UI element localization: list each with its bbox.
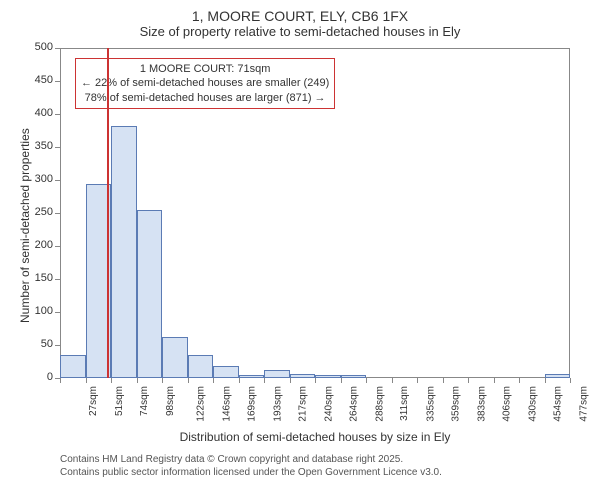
y-tick-label: 0 — [25, 371, 53, 383]
y-tick-mark — [55, 81, 60, 82]
x-tick-mark — [290, 378, 291, 383]
reference-line — [107, 48, 109, 378]
x-tick-mark — [60, 378, 61, 383]
title-block: 1, MOORE COURT, ELY, CB6 1FX Size of pro… — [0, 8, 600, 39]
credits-line2: Contains public sector information licen… — [60, 466, 442, 479]
histogram-bar — [111, 126, 137, 378]
y-tick-mark — [55, 147, 60, 148]
chart-title: 1, MOORE COURT, ELY, CB6 1FX — [0, 8, 600, 24]
x-tick-label: 51sqm — [114, 386, 125, 416]
x-tick-label: 335sqm — [425, 386, 436, 422]
histogram-bar — [188, 355, 214, 378]
x-tick-mark — [417, 378, 418, 383]
histogram-bar — [290, 374, 316, 378]
y-tick-mark — [55, 312, 60, 313]
x-tick-mark — [315, 378, 316, 383]
x-tick-label: 383sqm — [476, 386, 487, 422]
y-axis-label: Number of semi-detached properties — [18, 128, 32, 323]
x-tick-label: 311sqm — [399, 386, 410, 421]
x-tick-label: 98sqm — [165, 386, 176, 416]
x-tick-mark — [341, 378, 342, 383]
x-tick-mark — [111, 378, 112, 383]
x-tick-label: 288sqm — [374, 386, 385, 422]
y-tick-label: 300 — [25, 173, 53, 185]
x-tick-label: 169sqm — [247, 386, 258, 422]
x-tick-mark — [162, 378, 163, 383]
y-tick-label: 50 — [25, 338, 53, 350]
histogram-bar — [239, 375, 265, 378]
x-tick-mark — [213, 378, 214, 383]
x-tick-mark — [366, 378, 367, 383]
annotation-line2: ← 22% of semi-detached houses are smalle… — [81, 76, 329, 90]
credits-line1: Contains HM Land Registry data © Crown c… — [60, 453, 442, 466]
x-tick-mark — [494, 378, 495, 383]
y-tick-mark — [55, 114, 60, 115]
histogram-bar — [137, 210, 163, 378]
y-tick-mark — [55, 279, 60, 280]
y-tick-label: 200 — [25, 239, 53, 251]
y-tick-label: 500 — [25, 41, 53, 53]
y-tick-mark — [55, 213, 60, 214]
y-tick-label: 100 — [25, 305, 53, 317]
chart-subtitle: Size of property relative to semi-detach… — [0, 24, 600, 39]
y-tick-mark — [55, 246, 60, 247]
y-tick-mark — [55, 180, 60, 181]
x-tick-mark — [443, 378, 444, 383]
chart-container: 1, MOORE COURT, ELY, CB6 1FX Size of pro… — [0, 0, 600, 500]
x-tick-mark — [570, 378, 571, 383]
x-tick-label: 146sqm — [221, 386, 232, 422]
x-tick-label: 240sqm — [323, 386, 334, 422]
x-tick-label: 430sqm — [527, 386, 538, 422]
histogram-bar — [341, 375, 367, 378]
y-tick-mark — [55, 48, 60, 49]
x-axis-label: Distribution of semi-detached houses by … — [60, 430, 570, 444]
x-tick-mark — [86, 378, 87, 383]
histogram-bar — [315, 375, 341, 378]
histogram-bar — [213, 366, 239, 378]
x-tick-label: 217sqm — [298, 386, 309, 422]
x-tick-mark — [188, 378, 189, 383]
x-tick-label: 193sqm — [272, 386, 283, 422]
histogram-bar — [264, 370, 290, 378]
annotation-box: 1 MOORE COURT: 71sqm ← 22% of semi-detac… — [75, 58, 335, 109]
x-tick-label: 74sqm — [139, 386, 150, 416]
histogram-bar — [545, 374, 571, 378]
credits-block: Contains HM Land Registry data © Crown c… — [60, 453, 442, 479]
x-tick-mark — [468, 378, 469, 383]
y-tick-label: 250 — [25, 206, 53, 218]
x-tick-label: 454sqm — [553, 386, 564, 422]
x-tick-mark — [239, 378, 240, 383]
x-tick-label: 406sqm — [502, 386, 513, 422]
x-tick-label: 359sqm — [451, 386, 462, 422]
x-tick-mark — [137, 378, 138, 383]
x-tick-label: 264sqm — [349, 386, 360, 422]
annotation-line3: 78% of semi-detached houses are larger (… — [81, 91, 329, 105]
x-tick-label: 477sqm — [578, 386, 589, 422]
histogram-bar — [60, 355, 86, 378]
y-tick-mark — [55, 345, 60, 346]
x-tick-label: 27sqm — [88, 386, 99, 416]
y-tick-label: 400 — [25, 107, 53, 119]
x-tick-label: 122sqm — [196, 386, 207, 422]
x-tick-mark — [545, 378, 546, 383]
y-tick-label: 450 — [25, 74, 53, 86]
y-tick-label: 350 — [25, 140, 53, 152]
x-tick-mark — [264, 378, 265, 383]
histogram-bar — [162, 337, 188, 378]
y-tick-label: 150 — [25, 272, 53, 284]
x-tick-mark — [392, 378, 393, 383]
annotation-line1: 1 MOORE COURT: 71sqm — [81, 62, 329, 76]
x-tick-mark — [519, 378, 520, 383]
